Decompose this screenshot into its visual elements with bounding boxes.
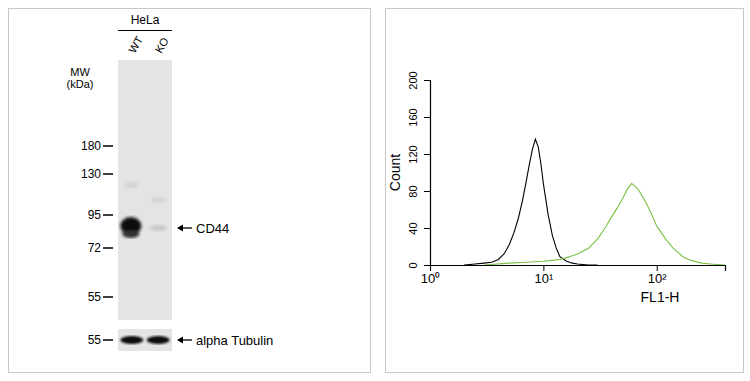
marker-tick (103, 173, 113, 175)
band-label: CD44 (196, 221, 229, 236)
x-axis-line (431, 266, 726, 272)
tubulin-band (147, 336, 170, 344)
mw-title: (kDa) (67, 78, 94, 90)
marker-tick (103, 247, 113, 249)
marker-tick (103, 214, 113, 216)
y-tick: 160 (407, 108, 430, 126)
x-tick: 10⁰ (421, 265, 440, 286)
y-tick-mark (424, 265, 430, 266)
x-tick-mark (543, 265, 544, 271)
y-axis: 0 40 80 120 160 200 (407, 71, 431, 268)
cd44-band-wt-lower (122, 230, 139, 238)
y-tick-mark (424, 117, 430, 118)
x-tick: 10² (648, 265, 667, 286)
membrane (118, 60, 172, 320)
marker-tick (103, 339, 113, 341)
panel-frame (9, 9, 371, 373)
blot: HeLa WT KO MW(kDa) 180 130 95 72 55 CD44 55 alpha T… (67, 13, 274, 351)
figure: HeLa WT KO MW(kDa) 180 130 95 72 55 CD44 55 alpha T… (0, 0, 750, 381)
panel-frame (386, 9, 744, 373)
y-tick: 200 (407, 71, 430, 89)
lane-label: KO (153, 35, 172, 55)
x-tick-label: 10⁰ (421, 271, 440, 286)
y-tick: 120 (407, 145, 430, 163)
x-tick: 10¹ (534, 265, 553, 286)
arrow-head (177, 337, 183, 344)
y-axis-line (424, 81, 431, 266)
cell-line-bracket (118, 30, 172, 31)
y-tick: 40 (407, 222, 430, 234)
histogram: 10⁰ 10¹ 10² 0 40 80 120 160 200 Count FL1-H (387, 71, 726, 305)
lane-label: WT (126, 34, 145, 55)
marker-tick (103, 145, 113, 147)
cd44-band-ko (150, 225, 167, 231)
y-tick-mark (424, 154, 430, 155)
background-band-ko (151, 197, 166, 203)
marker-tick (103, 296, 113, 298)
x-axis: 10⁰ 10¹ 10² (421, 265, 726, 286)
y-tick-label: 0 (407, 262, 419, 268)
cell-line-label: HeLa (131, 13, 160, 27)
marker-label: 55 (88, 290, 102, 304)
arrow-head (177, 225, 183, 232)
plot-area (464, 139, 725, 265)
marker-label: 72 (88, 241, 102, 255)
x-tick-label: 10² (648, 271, 667, 286)
x-axis-title: FL1-H (641, 289, 680, 305)
marker-label: 130 (81, 167, 101, 181)
marker-label: 180 (81, 139, 101, 153)
y-axis-title: Count (387, 154, 403, 191)
marker-label: 95 (88, 208, 102, 222)
histogram-line (464, 139, 597, 265)
marker-label: 55 (88, 333, 102, 347)
histogram-line (484, 184, 725, 265)
y-tick-label: 120 (407, 145, 419, 163)
y-tick-mark (424, 228, 430, 229)
y-tick-label: 160 (407, 108, 419, 126)
y-tick: 0 (407, 262, 430, 268)
x-tick-label: 10¹ (534, 271, 553, 286)
y-tick-label: 200 (407, 71, 419, 89)
background-band-wt (124, 182, 139, 188)
y-tick-mark (424, 80, 430, 81)
loading-strip (118, 329, 172, 351)
y-tick-label: 40 (407, 222, 419, 234)
tubulin-band (120, 336, 143, 344)
x-tick-mark (657, 265, 658, 271)
y-tick: 80 (407, 185, 430, 197)
y-tick-label: 80 (407, 185, 419, 197)
y-tick-mark (424, 191, 430, 192)
loading-label: alpha Tubulin (196, 333, 273, 348)
mw-title: MW (70, 66, 90, 78)
